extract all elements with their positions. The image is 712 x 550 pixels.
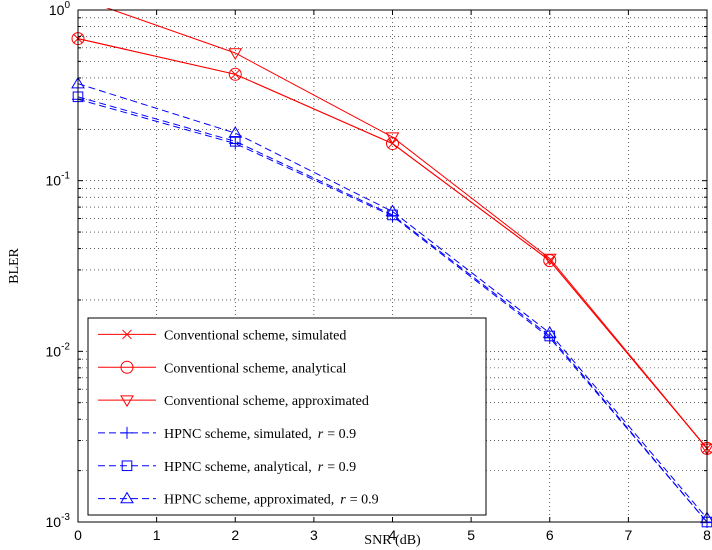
series-layer: [71, 8, 712, 528]
x-tick-label: 4: [389, 527, 397, 543]
data-point: [542, 253, 557, 266]
legend-label: HPNC scheme, analytical, r = 0.9: [164, 460, 356, 475]
y-axis-label: BLER: [7, 247, 22, 283]
legend-item: Conventional scheme, simulated: [98, 328, 346, 343]
legend-item: HPNC scheme, simulated, r = 0.9: [98, 427, 356, 442]
legend-marker: [120, 491, 134, 504]
data-point: [385, 204, 400, 217]
legend-marker: [122, 329, 132, 340]
legend: Conventional scheme, simulated Convention…: [87, 317, 487, 516]
x-tick-label: 7: [624, 527, 632, 543]
series-line: [105, 8, 708, 449]
legend-label: Conventional scheme, approximated: [164, 394, 369, 409]
x-tick-label: 5: [467, 527, 475, 543]
y-tick-label: 10-1: [46, 171, 71, 189]
data-point: [228, 126, 243, 138]
legend-marker: [121, 426, 133, 439]
data-point: [229, 136, 241, 147]
legend-label: Conventional scheme, simulated: [164, 328, 346, 343]
legend-label: HPNC scheme, approximated, r = 0.9: [164, 493, 379, 508]
ticks: [77, 10, 708, 523]
y-tick-label: 10-3: [46, 512, 71, 530]
data-point: [542, 326, 557, 338]
tick-labels: 0 1 2 3 4 5 6 7 8 100 10-1 10-2 10-3: [46, 0, 712, 543]
data-point: [385, 132, 400, 145]
legend-marker: [120, 360, 134, 374]
data-point: [228, 67, 242, 81]
legend-box: [87, 317, 487, 516]
x-tick-label: 6: [546, 527, 554, 543]
x-tick-label: 8: [703, 527, 711, 543]
x-tick-label: 0: [74, 527, 82, 543]
legend-item: Conventional scheme, approximated: [98, 394, 369, 409]
x-tick-label: 3: [310, 527, 318, 543]
legend-item: HPNC scheme, approximated, r = 0.9: [98, 491, 379, 508]
data-point: [228, 48, 243, 60]
legend-marker: [120, 395, 134, 408]
legend-label: Conventional scheme, analytical: [164, 361, 346, 376]
legend-marker: [121, 460, 133, 472]
series-line: [77, 83, 708, 519]
y-tick-label: 10-2: [46, 341, 71, 359]
series-line: [77, 96, 708, 523]
x-tick-label: 1: [153, 527, 161, 543]
data-point: [700, 511, 712, 524]
x-axis-label: SNR (dB): [364, 533, 421, 548]
legend-label: HPNC scheme, simulated, r = 0.9: [164, 427, 356, 442]
x-tick-label: 2: [231, 527, 239, 543]
legend-item: HPNC scheme, analytical, r = 0.9: [98, 460, 356, 475]
y-tick-label: 100: [49, 0, 71, 18]
legend-item: Conventional scheme, analytical: [98, 360, 346, 376]
